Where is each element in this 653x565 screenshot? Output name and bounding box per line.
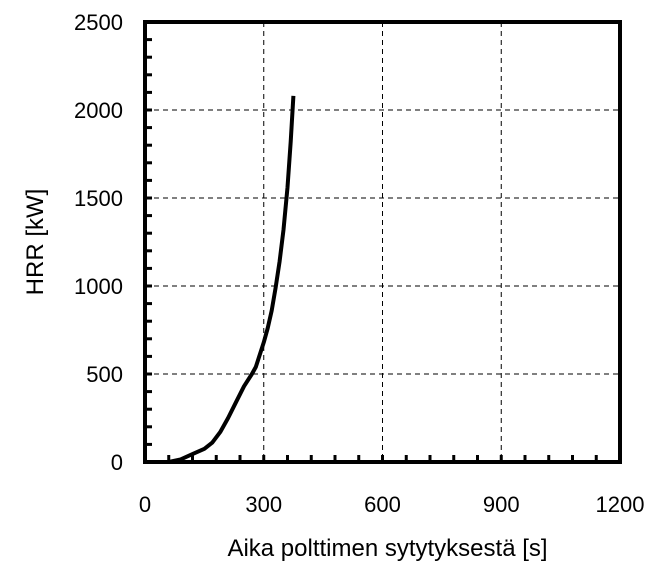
minor-ticks — [145, 38, 598, 462]
y-tick-label: 1500 — [74, 186, 123, 211]
plot-frame — [143, 20, 622, 464]
y-tick-label: 1000 — [74, 274, 123, 299]
x-tick-label: 300 — [245, 492, 282, 517]
y-tick-label: 0 — [111, 450, 123, 475]
y-axis-title: HRR [kW] — [22, 189, 49, 296]
gridlines — [145, 22, 620, 462]
x-axis-title: Aika polttimen sytytyksestä [s] — [227, 535, 547, 562]
x-tick-label: 0 — [139, 492, 151, 517]
x-tick-label: 900 — [483, 492, 520, 517]
x-tick-labels: 0 300 600 900 1200 — [139, 492, 645, 517]
y-tick-labels: 0 500 1000 1500 2000 2500 — [74, 10, 123, 475]
series-layer — [168, 95, 296, 464]
x-tick-label: 600 — [364, 492, 401, 517]
y-tick-label: 2000 — [74, 98, 123, 123]
series-line — [168, 95, 296, 464]
y-tick-label: 500 — [86, 362, 123, 387]
y-tick-label: 2500 — [74, 10, 123, 35]
x-tick-label: 1200 — [596, 492, 645, 517]
